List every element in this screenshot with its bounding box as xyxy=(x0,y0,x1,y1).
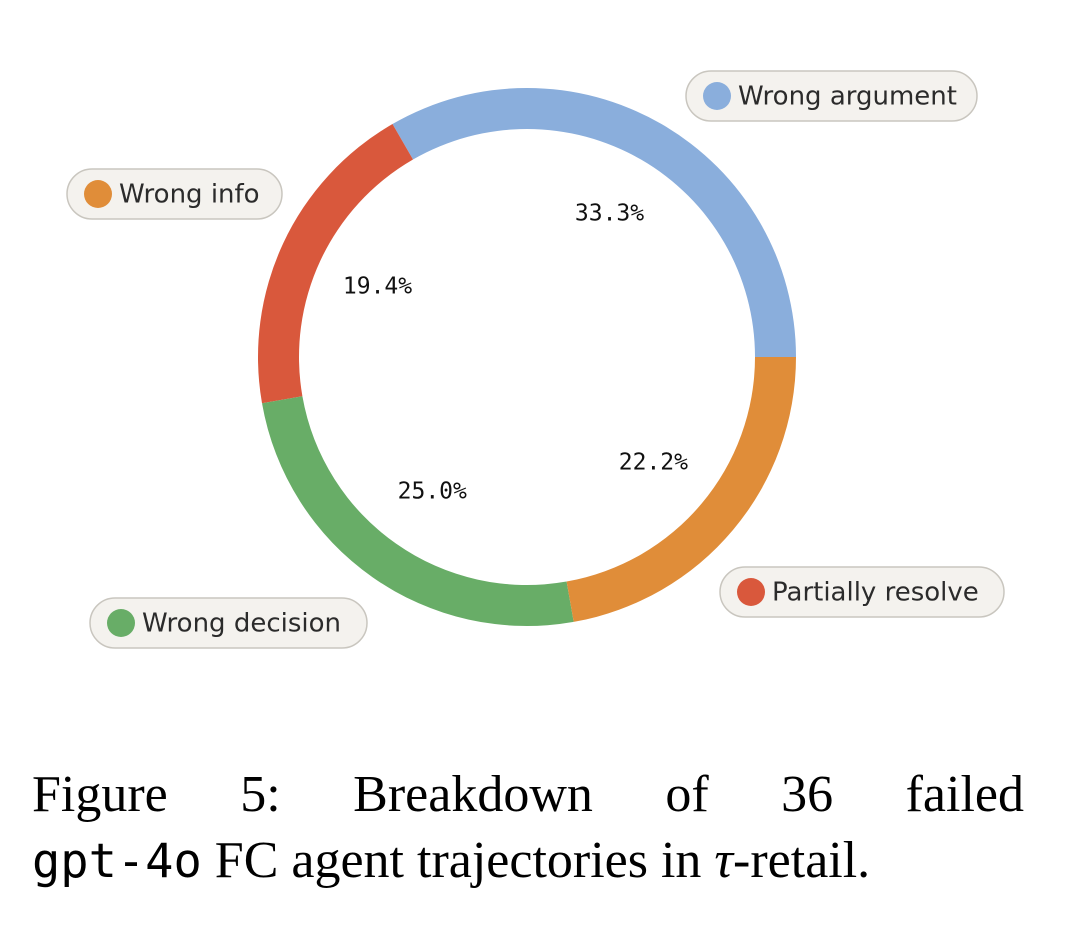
legend-item-partially-resolve: Partially resolve xyxy=(719,566,1005,618)
legend-swatch-icon xyxy=(107,609,135,637)
slice-wrong-info xyxy=(566,357,796,622)
slice-label-wrong-info: 22.2% xyxy=(619,450,688,476)
legend-item-wrong-argument: Wrong argument xyxy=(685,70,978,122)
legend-swatch-icon xyxy=(84,180,112,208)
caption-word: failed xyxy=(905,766,1024,823)
legend-label: Wrong argument xyxy=(738,82,957,112)
slice-wrong-argument xyxy=(392,87,796,358)
legend-label: Wrong decision xyxy=(142,609,341,639)
legend-item-wrong-decision: Wrong decision xyxy=(89,597,368,649)
caption-line-2: gpt-4o FC agent trajectories in τ-retail… xyxy=(32,828,1024,895)
legend-swatch-icon xyxy=(703,82,731,110)
legend-swatch-icon xyxy=(737,578,765,606)
caption-model-name: gpt-4o xyxy=(32,834,202,889)
caption-word: Figure xyxy=(32,766,168,823)
legend-pill xyxy=(719,566,1005,618)
caption-line-1: Figure 5: Breakdown of 36 failed xyxy=(32,762,1024,828)
slice-wrong-decision xyxy=(262,396,574,626)
legend-item-wrong-info: Wrong info xyxy=(66,168,283,220)
legend-pill xyxy=(66,168,283,220)
caption-text: FC agent trajectories in xyxy=(201,832,715,889)
caption-word: Breakdown xyxy=(353,766,593,823)
donut-chart: 33.3% 19.4% 25.0% 22.2% Wrong argument Parti… xyxy=(66,70,1005,649)
caption-suffix: -retail. xyxy=(733,832,871,889)
slice-label-partially-resolve: 19.4% xyxy=(343,274,412,300)
legend-pill xyxy=(89,597,368,649)
legend-label: Wrong info xyxy=(119,180,260,210)
caption-word: of xyxy=(665,766,709,823)
legend-label: Partially resolve xyxy=(772,578,979,608)
legend-callouts: Wrong argument Partially resolve Wrong dec… xyxy=(66,70,1005,649)
caption-word: 5: xyxy=(240,766,281,823)
slice-label-wrong-argument: 33.3% xyxy=(575,201,644,227)
donut-slices xyxy=(257,87,796,626)
slice-label-wrong-decision: 25.0% xyxy=(398,479,467,505)
slice-value-labels: 33.3% 19.4% 25.0% 22.2% xyxy=(343,201,688,505)
figure-caption: Figure 5: Breakdown of 36 failed gpt-4o … xyxy=(32,762,1024,895)
slice-partially-resolve xyxy=(257,124,413,404)
caption-tau-symbol: τ xyxy=(714,832,734,889)
legend-pill xyxy=(685,70,978,122)
caption-word: 36 xyxy=(781,766,834,823)
